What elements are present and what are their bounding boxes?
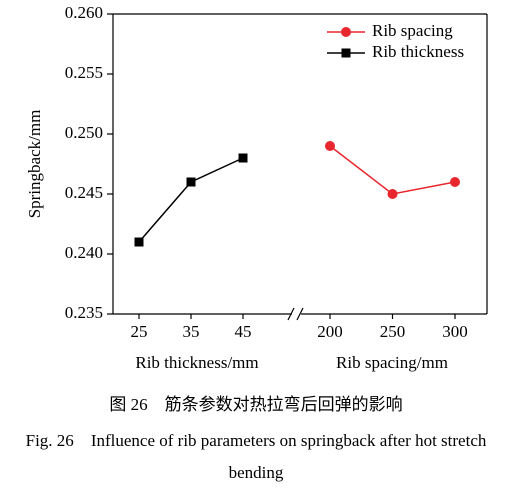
legend-label: Rib spacing xyxy=(372,21,453,40)
x-tick-label: 200 xyxy=(317,322,343,341)
caption-text: 筋条参数对热拉弯后回弹的影响 xyxy=(164,395,403,414)
x-axis-label: Rib thickness/mm xyxy=(135,353,258,372)
legend-marker xyxy=(341,48,351,58)
x-tick-label: 300 xyxy=(442,322,468,341)
point xyxy=(186,177,196,187)
point xyxy=(238,153,248,163)
y-tick-label: 0.240 xyxy=(65,243,103,262)
caption-label: Fig. 26 xyxy=(25,431,74,450)
y-tick-label: 0.245 xyxy=(65,183,103,202)
caption-cn: 图 26 筋条参数对热拉弯后回弹的影响 xyxy=(4,389,508,421)
line xyxy=(329,145,456,195)
point xyxy=(387,189,398,199)
x-axis-label: Rib spacing/mm xyxy=(336,353,448,372)
caption-label: 图 26 xyxy=(109,395,148,414)
x-tick-label: 250 xyxy=(380,322,406,341)
y-tick-label: 0.260 xyxy=(65,3,103,22)
point xyxy=(134,237,144,247)
point xyxy=(450,177,460,187)
caption-en: Fig. 26 Influence of rib parameters on s… xyxy=(4,425,508,489)
legend-label: Rib thickness xyxy=(372,42,464,61)
chart: Springback/mm Rib thickness/mm Rib spaci… xyxy=(25,3,488,372)
point xyxy=(325,141,335,151)
caption-text: Influence of rib parameters on springbac… xyxy=(90,431,487,482)
y-tick-label: 0.235 xyxy=(65,303,103,322)
legend-marker xyxy=(341,27,351,37)
y-tick-label: 0.255 xyxy=(65,63,103,82)
line xyxy=(138,157,244,243)
y-axis-label: Springback/mm xyxy=(25,110,44,219)
x-tick-label: 35 xyxy=(183,322,200,341)
axis-frame xyxy=(112,13,488,321)
y-tick-label: 0.250 xyxy=(65,123,103,142)
x-tick-label: 45 xyxy=(235,322,252,341)
x-tick-label: 25 xyxy=(131,322,148,341)
